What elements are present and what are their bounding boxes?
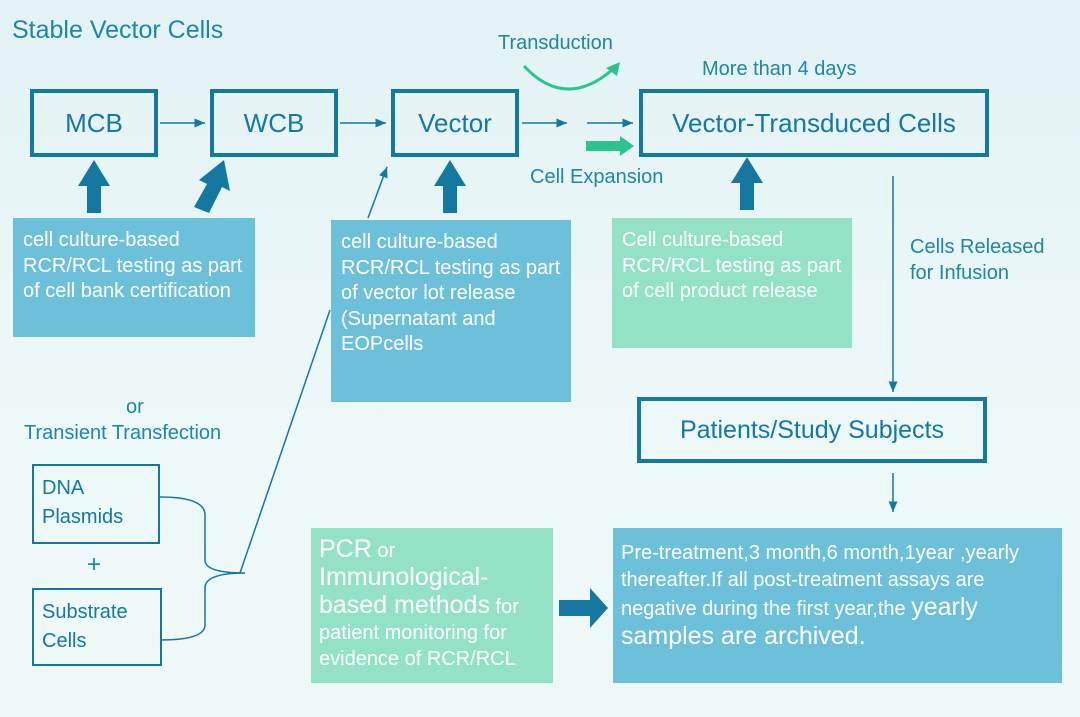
cell-bank-testing-box: cell culture-based RCR/RCL testing as pa… bbox=[13, 218, 255, 337]
thick-arrow-product bbox=[731, 157, 763, 210]
cell-expansion-arrow bbox=[586, 136, 634, 156]
thick-arrow-pcr bbox=[559, 588, 608, 628]
transient-label: Transient Transfection bbox=[24, 422, 222, 444]
node-vector: Vector bbox=[391, 89, 519, 157]
arrow-transfection bbox=[239, 309, 331, 574]
thick-arrow-vector bbox=[434, 160, 466, 213]
immunological-text: Immunological-based methods bbox=[319, 563, 490, 619]
plus-sign: + bbox=[87, 551, 102, 578]
monitoring-text: for patient monitoring for evidence of R… bbox=[319, 596, 519, 670]
arrow-to-vector bbox=[367, 166, 388, 219]
node-wcb: WCB bbox=[210, 89, 338, 157]
node-mcb: MCB bbox=[30, 89, 158, 157]
cell-product-testing-box: Cell culture-based RCR/RCL testing as pa… bbox=[612, 218, 852, 348]
vector-lot-testing-box: cell culture-based RCR/RCL testing as pa… bbox=[331, 220, 571, 402]
node-vector-transduced-cells: Vector-Transduced Cells bbox=[639, 89, 989, 157]
section-title: Stable Vector Cells bbox=[12, 16, 224, 44]
thick-arrow-wcb bbox=[194, 160, 230, 213]
pcr-text: PCR bbox=[319, 535, 372, 563]
node-dna-plasmids: DNA Plasmids bbox=[32, 464, 160, 544]
transduction-arrow bbox=[522, 64, 613, 91]
archived-text: yearly samples are archived. bbox=[621, 593, 978, 650]
monitoring-schedule-box: Pre-treatment,3 month,6 month,1year ,yea… bbox=[613, 528, 1062, 683]
or-text: or bbox=[371, 540, 396, 562]
transduction-label: Transduction bbox=[498, 32, 613, 54]
or-label: or bbox=[126, 396, 144, 418]
node-patients: Patients/Study Subjects bbox=[637, 397, 987, 463]
schedule-text: Pre-treatment,3 month,6 month,1year ,yea… bbox=[621, 542, 1019, 620]
duration-label: More than 4 days bbox=[702, 58, 857, 80]
cells-released-label: Cells Released for Infusion bbox=[910, 236, 1045, 284]
cell-expansion-label: Cell Expansion bbox=[530, 166, 664, 188]
node-substrate-cells: Substrate Cells bbox=[32, 588, 162, 666]
bracket bbox=[159, 496, 246, 641]
thick-arrow-mcb bbox=[78, 160, 110, 213]
patient-monitoring-box: PCR or Immunological-based methods for p… bbox=[311, 528, 553, 683]
